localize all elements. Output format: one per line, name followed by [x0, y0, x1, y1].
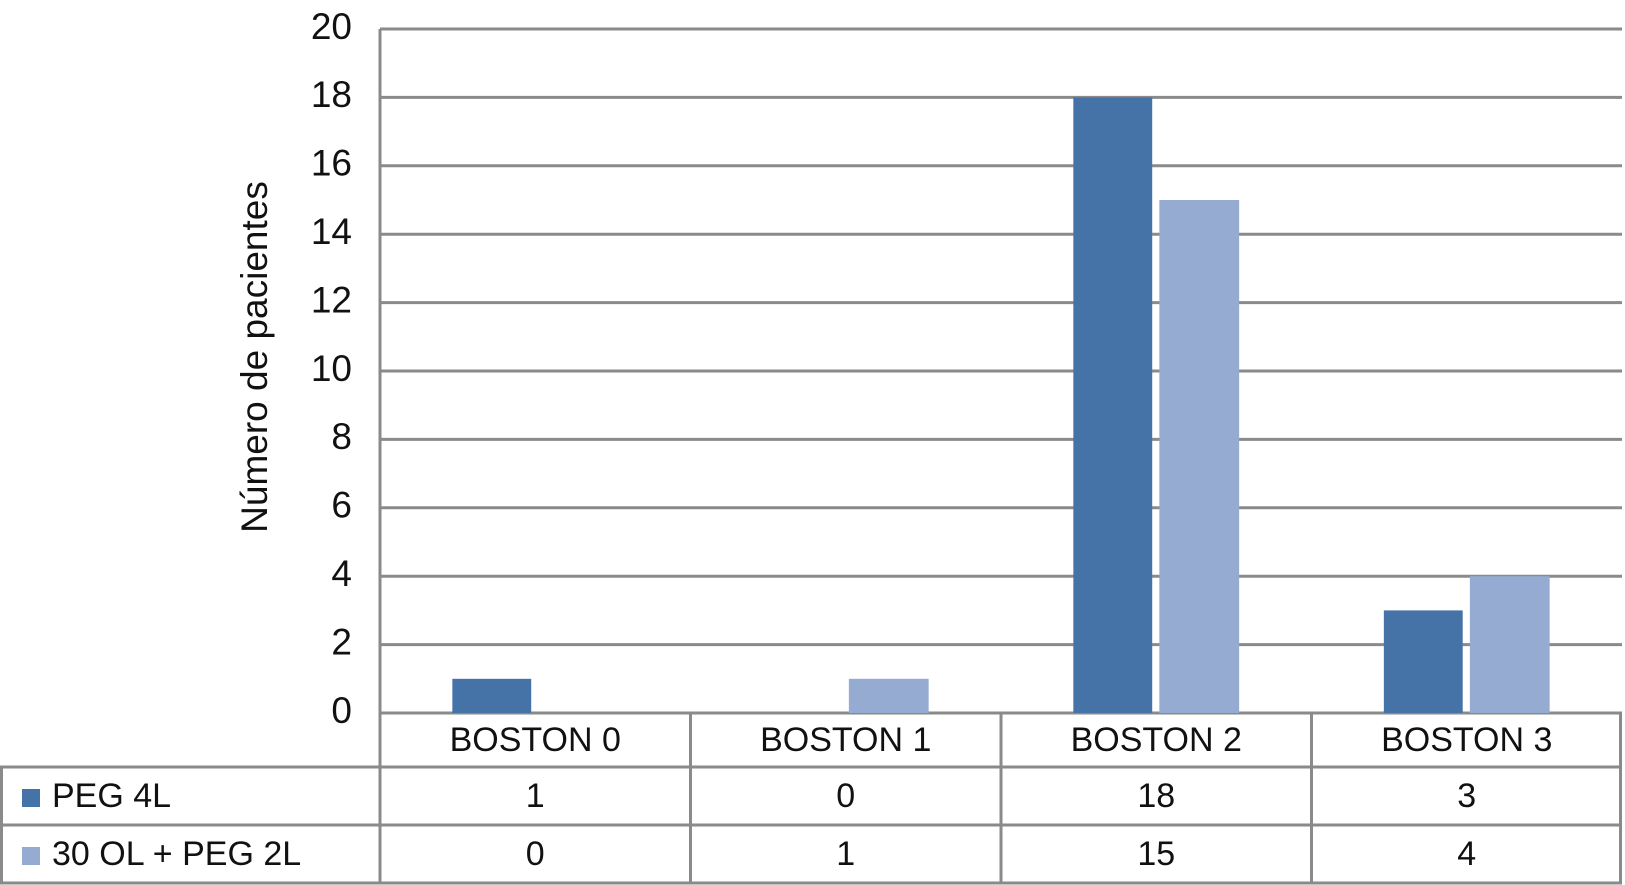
legend-label: PEG 4L — [52, 777, 171, 815]
bar — [1469, 576, 1550, 713]
y-axis-label: Número de pacientes — [234, 181, 275, 533]
y-tick-label: 16 — [311, 143, 352, 184]
y-tick-label: 2 — [331, 621, 352, 662]
y-tick-label: 20 — [311, 6, 352, 47]
y-tick-label: 4 — [331, 553, 352, 594]
table-value: 0 — [526, 835, 545, 873]
y-tick-label: 18 — [311, 74, 352, 115]
bar — [848, 678, 929, 713]
x-tick-label: BOSTON 3 — [1381, 721, 1552, 759]
y-tick-label: 8 — [331, 416, 352, 457]
bar — [452, 678, 532, 713]
x-tick-label: BOSTON 2 — [1071, 721, 1242, 759]
y-tick-label: 10 — [311, 348, 352, 389]
table-value: 3 — [1457, 777, 1476, 815]
legend-swatch — [22, 847, 40, 865]
bar — [1159, 200, 1240, 713]
y-tick-label: 14 — [311, 211, 352, 252]
y-tick-label: 0 — [331, 690, 352, 731]
table-value: 1 — [836, 835, 855, 873]
x-tick-label: BOSTON 0 — [450, 721, 621, 759]
x-tick-label: BOSTON 1 — [760, 721, 931, 759]
table-value: 4 — [1457, 835, 1476, 873]
y-tick-label: 6 — [331, 485, 352, 526]
table-value: 1 — [526, 777, 545, 815]
legend-swatch — [22, 789, 40, 807]
bar — [1073, 97, 1153, 713]
legend-label: 30 OL + PEG 2L — [52, 835, 301, 873]
y-tick-label: 12 — [311, 279, 352, 320]
table-value: 0 — [836, 777, 855, 815]
table-value: 15 — [1137, 835, 1175, 873]
table-value: 18 — [1137, 777, 1175, 815]
bar — [1383, 610, 1463, 713]
